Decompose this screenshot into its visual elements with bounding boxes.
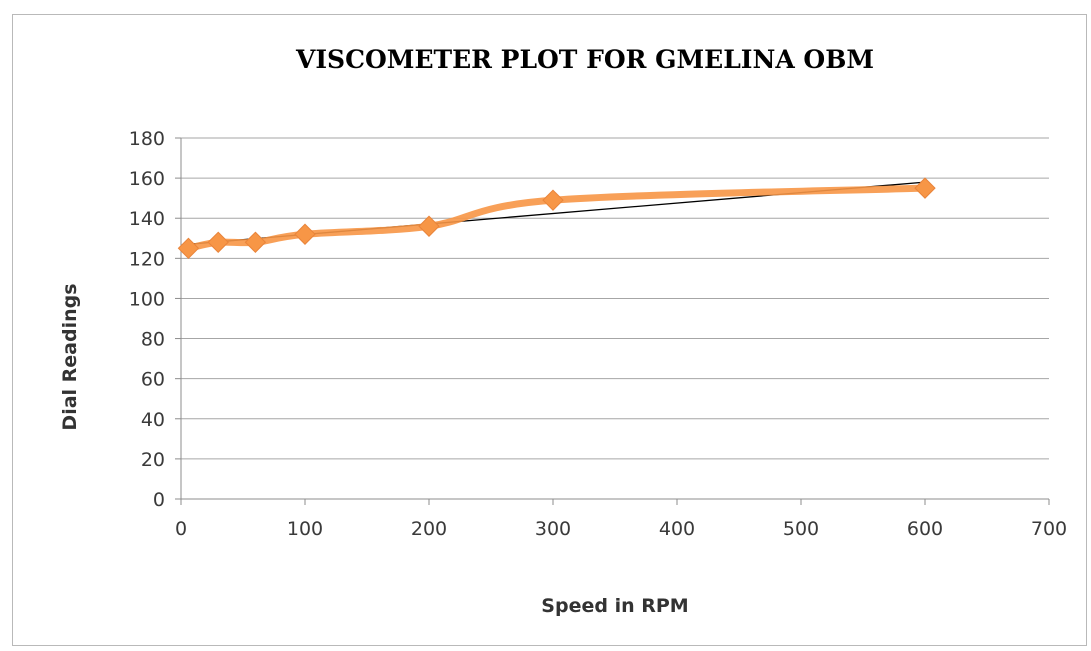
- y-tick-label: 0: [153, 489, 165, 511]
- x-tick-label: 0: [175, 518, 187, 540]
- chart-frame: [12, 14, 1087, 646]
- y-tick-label: 20: [141, 449, 165, 471]
- y-axis-label: Dial Readings: [59, 283, 81, 430]
- data-point-30: [207, 231, 229, 253]
- y-tick-label: 180: [129, 128, 165, 150]
- data-points: [177, 177, 936, 260]
- data-point-200: [418, 215, 440, 237]
- gridlines: [181, 137, 1049, 460]
- axes: [175, 137, 1050, 505]
- data-point-300: [542, 189, 564, 211]
- x-tick-label: 500: [783, 518, 819, 540]
- x-tick-label: 200: [411, 518, 447, 540]
- y-tick-label: 160: [129, 168, 165, 190]
- y-tick-labels: 0 20 40 60 80 100 120 140 160 180: [129, 128, 165, 511]
- data-point-6: [177, 237, 200, 260]
- y-tick-label: 40: [141, 409, 165, 431]
- data-point-100: [294, 223, 316, 245]
- chart-title: VISCOMETER PLOT FOR GMELINA OBM: [295, 45, 874, 74]
- data-point-60: [244, 231, 267, 253]
- x-tick-label: 600: [907, 518, 943, 540]
- x-tick-label: 400: [659, 518, 695, 540]
- x-tick-label: 700: [1031, 518, 1067, 540]
- x-tick-labels: 0 100 200 300 400 500 600 700: [175, 518, 1067, 540]
- y-tick-label: 100: [129, 288, 165, 310]
- x-tick-label: 100: [287, 518, 323, 540]
- y-tick-label: 80: [141, 329, 165, 351]
- y-tick-label: 120: [129, 248, 165, 270]
- y-tick-label: 60: [141, 369, 165, 391]
- y-tick-label: 140: [129, 208, 165, 230]
- data-point-600: [914, 177, 936, 199]
- x-axis-label: Speed in RPM: [541, 595, 688, 617]
- x-tick-label: 300: [535, 518, 571, 540]
